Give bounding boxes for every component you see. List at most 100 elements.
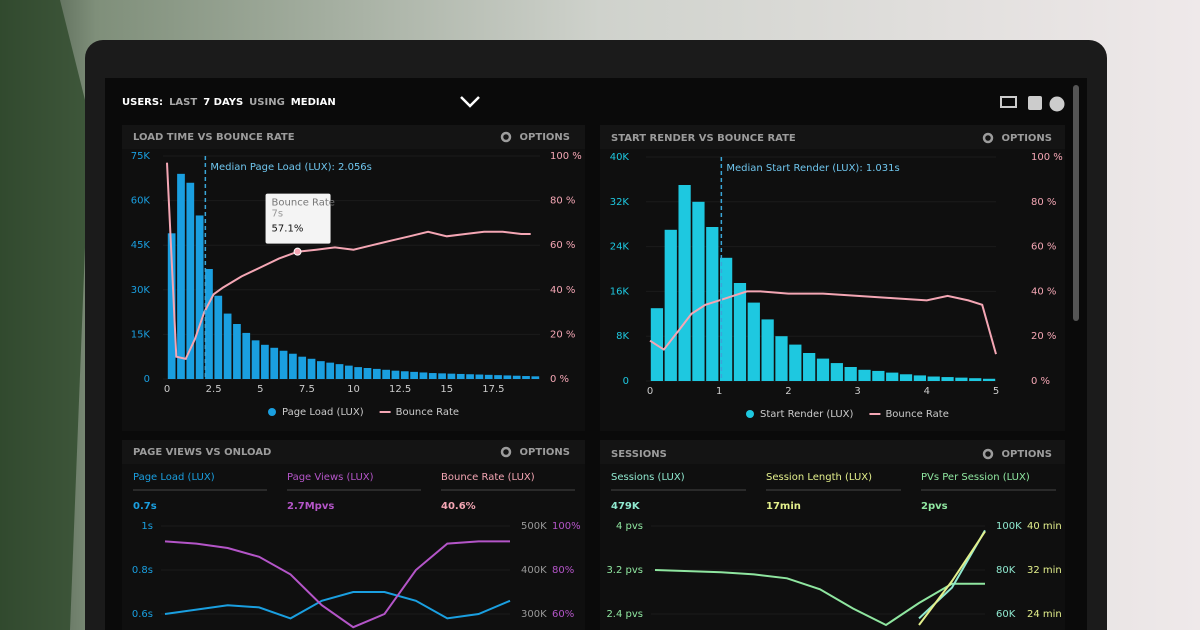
options-button[interactable]: OPTIONS bbox=[1002, 133, 1052, 144]
y-tick-label: 0.8s bbox=[132, 565, 153, 576]
legend-label: Bounce Rate bbox=[885, 409, 948, 420]
bar bbox=[789, 344, 802, 381]
help-icon[interactable] bbox=[1049, 96, 1065, 112]
y3-tick-label: 40 min bbox=[1027, 521, 1062, 532]
line bbox=[654, 569, 985, 627]
bar bbox=[872, 370, 885, 381]
metric-value: 40.6% bbox=[441, 501, 476, 512]
bar bbox=[335, 364, 344, 379]
x-tick-label: 2 bbox=[785, 386, 791, 397]
dropdown-icon[interactable] bbox=[460, 96, 480, 108]
bar bbox=[692, 201, 705, 381]
bar bbox=[494, 375, 502, 379]
legend-marker bbox=[268, 408, 276, 416]
bar bbox=[531, 376, 540, 379]
bar bbox=[382, 369, 390, 379]
x-tick-label: 12.5 bbox=[389, 384, 411, 395]
metric-value: 2.7Mpvs bbox=[287, 501, 334, 512]
bar bbox=[913, 375, 926, 381]
bar bbox=[167, 233, 176, 379]
y2-tick-label: 80 % bbox=[550, 196, 575, 207]
y-tick-label: 0 bbox=[623, 376, 629, 387]
y-tick-label: 8K bbox=[616, 331, 629, 342]
options-button[interactable]: OPTIONS bbox=[1002, 449, 1052, 460]
x-tick-label: 17.5 bbox=[482, 384, 504, 395]
metric-label: Sessions (LUX) bbox=[611, 472, 685, 483]
y2-tick-label: 100 % bbox=[550, 151, 582, 162]
bar bbox=[706, 227, 719, 381]
bar bbox=[969, 378, 982, 381]
y3-tick-label: 80% bbox=[552, 565, 574, 576]
y2-tick-label: 60K bbox=[996, 609, 1016, 620]
bar bbox=[261, 344, 269, 379]
tooltip-point bbox=[293, 247, 302, 256]
bar bbox=[512, 375, 521, 379]
line bbox=[164, 591, 511, 620]
title-part: USING bbox=[249, 97, 285, 108]
x-tick-label: 3 bbox=[854, 386, 860, 397]
bar bbox=[503, 375, 512, 379]
options-icon bbox=[982, 132, 994, 144]
y2-tick-label: 100K bbox=[996, 521, 1022, 532]
bar bbox=[466, 374, 474, 379]
metric-label: Session Length (LUX) bbox=[766, 472, 872, 483]
x-tick-label: 7.5 bbox=[299, 384, 315, 395]
bar bbox=[419, 372, 428, 379]
median-annotation: Median Page Load (LUX): 2.056s bbox=[210, 162, 372, 173]
bar bbox=[242, 332, 251, 379]
y3-tick-label: 24 min bbox=[1027, 609, 1062, 620]
bar bbox=[223, 313, 232, 379]
options-icon bbox=[500, 446, 512, 458]
y-tick-label: 0.6s bbox=[132, 609, 153, 620]
bar bbox=[899, 374, 913, 381]
bar bbox=[475, 374, 484, 379]
median-annotation: Median Start Render (LUX): 1.031s bbox=[726, 163, 899, 174]
bar bbox=[775, 336, 788, 381]
metric-value: 479K bbox=[611, 501, 641, 512]
bar bbox=[186, 182, 195, 379]
title-part: MEDIAN bbox=[291, 97, 336, 108]
bar bbox=[955, 377, 968, 381]
y2-tick-label: 60 % bbox=[1031, 242, 1056, 253]
y2-tick-label: 500K bbox=[521, 521, 547, 532]
y-tick-label: 0 bbox=[144, 374, 150, 385]
y2-tick-label: 80K bbox=[996, 565, 1016, 576]
monitor-icon[interactable] bbox=[1000, 96, 1017, 108]
bar bbox=[664, 229, 677, 381]
y-tick-label: 2.4 pvs bbox=[606, 609, 643, 620]
title-part: 7 DAYS bbox=[203, 97, 243, 108]
tooltip-value: 57.1% bbox=[272, 224, 304, 235]
bar bbox=[927, 376, 940, 381]
tooltip-title: Bounce Rate bbox=[272, 198, 335, 209]
y-tick-label: 30K bbox=[131, 285, 151, 296]
bar bbox=[344, 365, 353, 379]
x-tick-label: 1 bbox=[716, 386, 722, 397]
bar bbox=[279, 350, 288, 379]
plant bbox=[0, 0, 90, 630]
dashboard-title[interactable]: USERS: LAST 7 DAYS USING MEDIAN bbox=[122, 97, 336, 108]
x-tick-label: 15 bbox=[440, 384, 453, 395]
options-button[interactable]: OPTIONS bbox=[520, 132, 570, 143]
options-button[interactable]: OPTIONS bbox=[520, 447, 570, 458]
panel-header bbox=[600, 440, 1065, 464]
y-tick-label: 4 pvs bbox=[616, 521, 643, 532]
panel-title: START RENDER VS BOUNCE RATE bbox=[611, 133, 796, 144]
bar bbox=[456, 373, 465, 379]
panel-header bbox=[600, 125, 1065, 149]
y2-tick-label: 40 % bbox=[1031, 286, 1056, 297]
bar bbox=[733, 283, 747, 381]
bar bbox=[410, 371, 418, 379]
y2-tick-label: 400K bbox=[521, 565, 547, 576]
bar bbox=[858, 369, 871, 381]
metric-label: Page Views (LUX) bbox=[287, 472, 374, 483]
bar bbox=[438, 373, 446, 379]
y2-tick-label: 0 % bbox=[1031, 376, 1050, 387]
y2-tick-label: 0 % bbox=[550, 374, 569, 385]
bar bbox=[747, 302, 760, 381]
y3-tick-label: 32 min bbox=[1027, 565, 1062, 576]
bar bbox=[354, 367, 363, 379]
bar bbox=[391, 370, 400, 379]
title-part: USERS: bbox=[122, 97, 163, 108]
share-icon[interactable] bbox=[1028, 96, 1042, 110]
